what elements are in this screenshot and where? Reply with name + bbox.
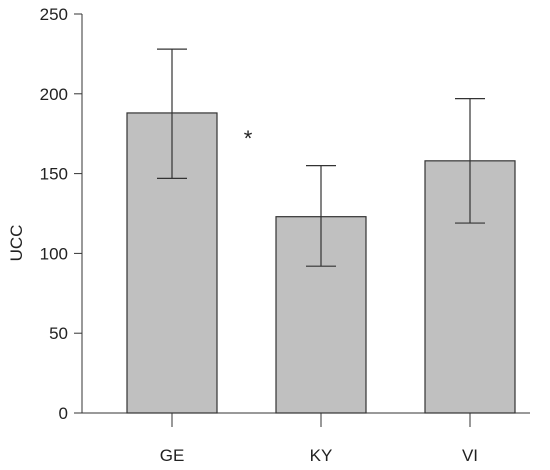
y-axis-label: UCC <box>7 225 26 262</box>
y-tick-label: 150 <box>40 165 68 184</box>
x-tick-label: GE <box>160 446 185 465</box>
x-tick-label: KY <box>310 446 333 465</box>
x-axis: GE KY VI <box>82 412 530 465</box>
y-axis: 0 50 100 150 200 250 <box>40 5 83 423</box>
y-tick-label: 50 <box>49 324 68 343</box>
error-bars <box>157 48 485 267</box>
y-tick-label: 0 <box>59 404 68 423</box>
y-tick-label: 100 <box>40 244 68 263</box>
y-tick-label: 250 <box>40 5 68 24</box>
y-tick-label: 200 <box>40 85 68 104</box>
significance-annotation: * <box>244 126 253 151</box>
x-tick-label: VI <box>462 446 478 465</box>
